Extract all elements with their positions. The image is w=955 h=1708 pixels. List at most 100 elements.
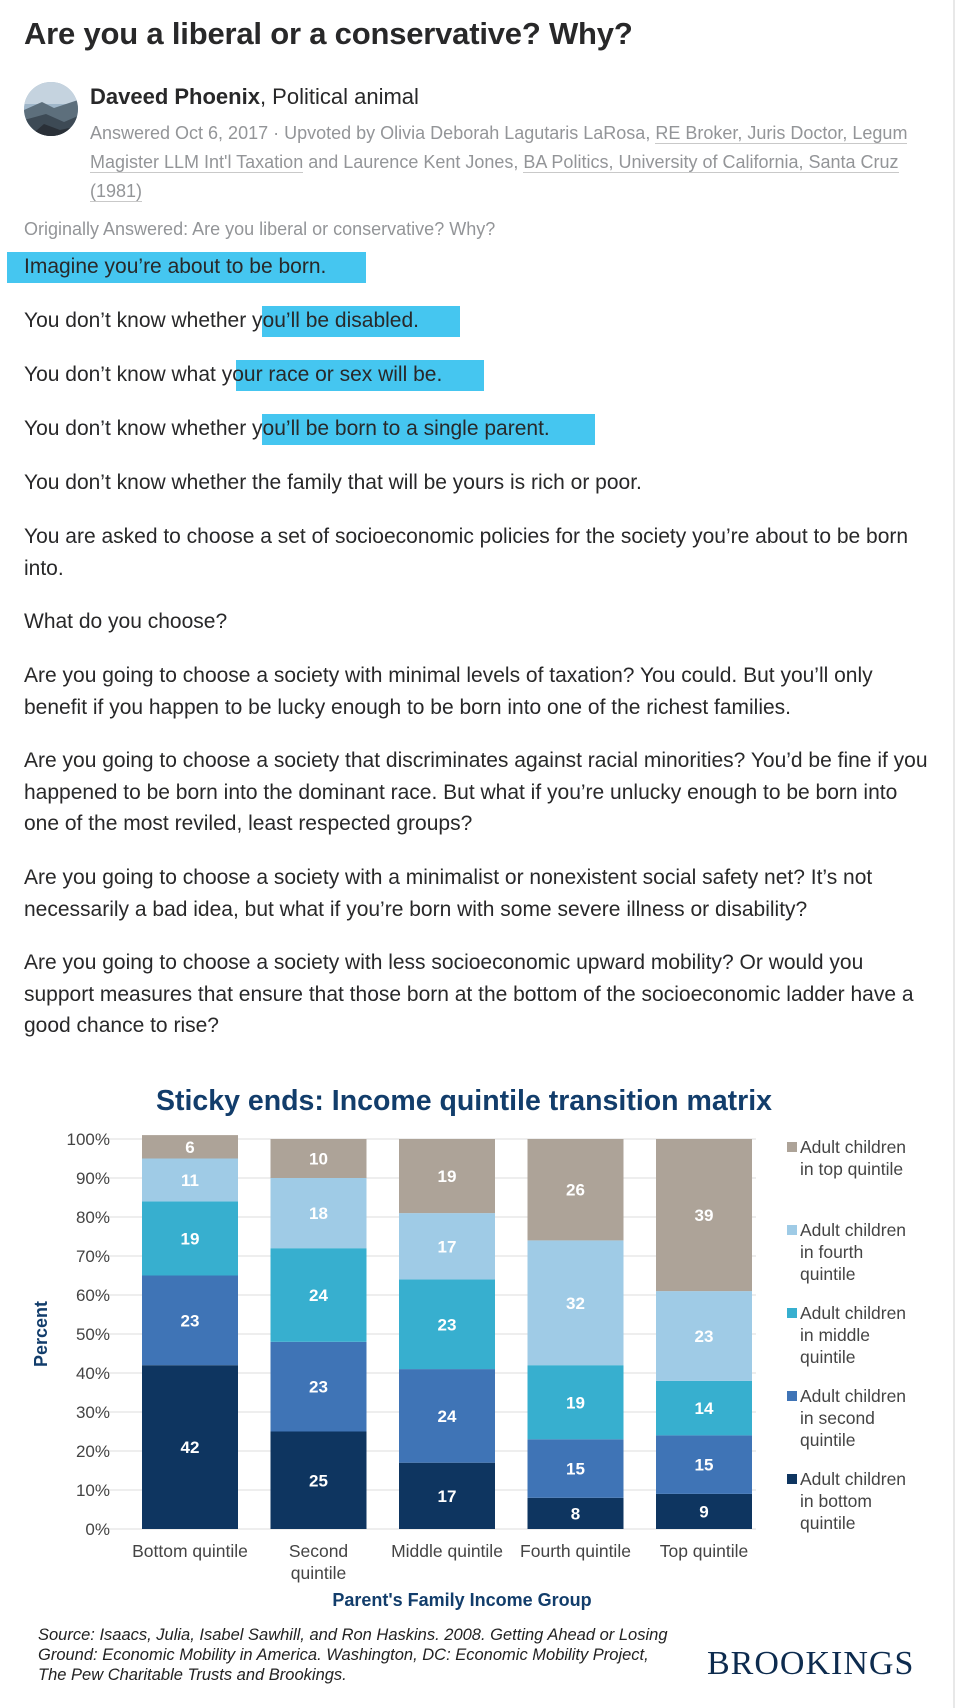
bar-value-label: 26	[566, 1181, 585, 1200]
y-tick-label: 70%	[76, 1247, 110, 1266]
bar-value-label: 19	[566, 1393, 585, 1412]
y-tick-label: 20%	[76, 1442, 110, 1461]
mobility-chart-image[interactable]: Sticky ends: Income quintile transition …	[24, 1065, 929, 1705]
legend-swatch-middle	[787, 1308, 797, 1318]
mobility-chart: Sticky ends: Income quintile transition …	[31, 1085, 906, 1610]
bar-value-label: 11	[181, 1171, 199, 1190]
avatar-image	[24, 82, 78, 136]
paragraph-4-highlight: you’ll be born to a single parent.	[246, 417, 550, 440]
y-tick-label: 50%	[76, 1325, 110, 1344]
paragraph-4-start: You don’t know whether	[24, 417, 247, 440]
bar-segment-second	[527, 1439, 624, 1498]
y-tick-label: 10%	[76, 1481, 110, 1500]
y-tick-label: 0%	[85, 1520, 110, 1539]
bar-segment-middle	[270, 1248, 367, 1342]
legend-label: quintile	[800, 1513, 855, 1533]
upvote-and: and	[303, 152, 344, 172]
upvote-prefix: · Upvoted by	[268, 123, 381, 143]
bar-value-label: 39	[695, 1206, 714, 1225]
highlight-1	[7, 252, 366, 283]
author-name[interactable]: Daveed Phoenix	[90, 84, 260, 109]
legend-label: in middle	[800, 1325, 870, 1345]
legend-swatch-top	[787, 1142, 797, 1152]
bar-segment-bottom	[527, 1497, 624, 1529]
highlight-2	[262, 306, 460, 337]
bar-segment-fourth	[142, 1158, 238, 1202]
bar-segment-fourth	[656, 1291, 752, 1381]
legend-label: quintile	[800, 1264, 855, 1284]
bar-value-label: 32	[566, 1294, 585, 1313]
y-tick-label: 90%	[76, 1169, 110, 1188]
bar-value-label: 23	[181, 1311, 200, 1330]
paragraph-6: You are asked to choose a set of socioec…	[24, 525, 909, 580]
legend-swatch-bottom	[787, 1474, 797, 1484]
answered-date[interactable]: Answered Oct 6, 2017	[90, 123, 269, 143]
bar-value-label: 9	[699, 1502, 708, 1521]
originally-answered[interactable]: Originally Answered: Are you liberal or …	[24, 219, 496, 239]
bar-segment-fourth	[527, 1240, 624, 1366]
bar-value-label: 17	[438, 1487, 457, 1506]
paragraph-3-highlight: your race or sex will be.	[215, 363, 443, 386]
bar-segment-middle	[399, 1279, 495, 1370]
paragraph-4: You don’t know whether you’ll be born to…	[24, 413, 929, 445]
bar-value-label: 15	[566, 1460, 585, 1479]
bar-segment-second	[656, 1435, 752, 1494]
author-avatar[interactable]	[24, 82, 78, 136]
x-axis-label: Parent's Family Income Group	[332, 1590, 591, 1610]
chart-source: Source: Isaacs, Julia, Isabel Sawhill, a…	[38, 1626, 668, 1684]
x-category-label: Top quintile	[660, 1541, 749, 1561]
bar-value-label: 25	[309, 1471, 328, 1490]
bar-segment-top	[527, 1139, 624, 1241]
bar-segment-bottom	[270, 1431, 367, 1529]
paragraph-2: You don’t know whether you’ll be disable…	[24, 305, 929, 337]
author-line: Daveed Phoenix, Political animal	[90, 84, 419, 110]
bar-segment-top	[399, 1139, 495, 1214]
legend-swatch-second	[787, 1391, 797, 1401]
bar-value-label: 19	[181, 1229, 200, 1248]
paragraph-2-start: You don’t know whether	[24, 309, 247, 332]
upvoter-1-name[interactable]: Olivia Deborah Lagutaris LaRosa	[380, 123, 646, 143]
x-category-label: Middle quintile	[391, 1541, 503, 1561]
bar-segment-middle	[656, 1380, 752, 1436]
upvoter-2-name[interactable]: Laurence Kent Jones	[343, 152, 514, 172]
paragraph-5: You don’t know whether the family that w…	[24, 471, 642, 494]
chart-title: Sticky ends: Income quintile transition …	[156, 1085, 772, 1117]
bar-segment-bottom	[399, 1462, 495, 1529]
legend-label: Adult children	[800, 1303, 906, 1323]
bar-value-label: 14	[695, 1399, 714, 1418]
x-category-label: Bottom quintile	[132, 1541, 248, 1561]
upvoter-1-credential[interactable]: RE Broker, Juris Doctor, Legum Magister …	[90, 123, 908, 173]
question-title[interactable]: Are you a liberal or a conservative? Why…	[24, 16, 633, 51]
bar-value-label: 8	[571, 1504, 580, 1523]
paragraph-7: What do you choose?	[24, 610, 228, 633]
bar-value-label: 23	[309, 1378, 328, 1397]
upvoter-2-credential[interactable]: BA Politics, University of California, S…	[90, 152, 899, 202]
bar-segment-top	[142, 1135, 238, 1159]
highlight-3	[236, 360, 484, 391]
legend-label: Adult children	[800, 1137, 906, 1157]
bar-segment-second	[270, 1341, 367, 1432]
legend-label: Adult children	[800, 1220, 906, 1240]
paragraph-3: You don’t know what your race or sex wil…	[24, 359, 929, 391]
y-tick-label: 40%	[76, 1364, 110, 1383]
paragraph-3-start: You don’t know what	[24, 363, 216, 386]
paragraph-2-highlight: you’ll be disabled.	[246, 309, 419, 332]
paragraph-9: Are you going to choose a society that d…	[24, 749, 928, 835]
legend-swatch-fourth	[787, 1225, 797, 1235]
bar-value-label: 42	[181, 1438, 200, 1457]
x-category-label: Fourth quintile	[520, 1541, 631, 1561]
y-axis-label: Percent	[31, 1301, 51, 1367]
legend-label: Adult children	[800, 1469, 906, 1489]
bar-segment-second	[142, 1275, 238, 1366]
paragraph-1: Imagine you’re about to be born.	[24, 255, 327, 278]
legend-label: in bottom	[800, 1491, 872, 1511]
y-tick-label: 80%	[76, 1208, 110, 1227]
brookings-logo: BROOKINGS	[707, 1645, 915, 1682]
legend-label: in fourth	[800, 1242, 863, 1262]
paragraph-8: Are you going to choose a society with m…	[24, 664, 873, 719]
bar-value-label: 23	[438, 1315, 457, 1334]
bar-value-label: 18	[309, 1204, 328, 1223]
bar-segment-bottom	[656, 1493, 752, 1529]
legend-label: Adult children	[800, 1386, 906, 1406]
legend-label: quintile	[800, 1430, 855, 1450]
